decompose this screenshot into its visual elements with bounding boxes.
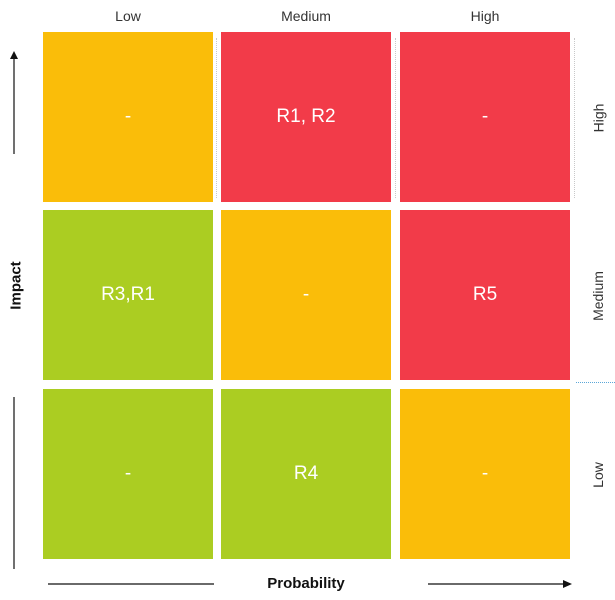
row-header-low-label: Low bbox=[590, 462, 606, 488]
cell-label: - bbox=[124, 106, 132, 127]
cell-low-impact-low-probability: - bbox=[43, 389, 213, 559]
cell-high-impact-high-probability: - bbox=[400, 32, 570, 202]
guide-line bbox=[574, 38, 575, 198]
impact-up-arrow-icon bbox=[10, 51, 18, 154]
row-header-low: Low bbox=[584, 389, 612, 561]
cell-label: R4 bbox=[293, 463, 319, 484]
cell-medium-impact-low-probability: R3,R1 bbox=[43, 210, 213, 380]
cell-label: - bbox=[302, 284, 310, 305]
probability-axis-title: Probability bbox=[267, 575, 345, 592]
row-header-high: High bbox=[584, 32, 612, 204]
row-header-medium: Medium bbox=[584, 210, 612, 382]
column-header-high: High bbox=[470, 8, 500, 24]
cell-high-impact-medium-probability: R1, R2 bbox=[221, 32, 391, 202]
guide-line bbox=[395, 38, 396, 198]
column-header-low: Low bbox=[115, 8, 141, 24]
cell-label: - bbox=[124, 463, 132, 484]
cell-label: - bbox=[481, 463, 489, 484]
column-header-medium: Medium bbox=[281, 8, 331, 24]
guide-line bbox=[216, 38, 217, 198]
cell-medium-impact-high-probability: R5 bbox=[400, 210, 570, 380]
cell-label: - bbox=[481, 106, 489, 127]
impact-axis-title: Impact bbox=[7, 261, 25, 310]
row-header-high-label: High bbox=[590, 103, 607, 133]
cell-label: R5 bbox=[472, 284, 498, 305]
cell-label: R3,R1 bbox=[101, 284, 155, 305]
row-header-medium-label: Medium bbox=[590, 271, 607, 321]
probability-right-arrow-icon bbox=[428, 580, 572, 588]
impact-axis-line bbox=[13, 397, 15, 569]
probability-axis-line bbox=[48, 583, 214, 585]
guide-line bbox=[576, 382, 615, 383]
cell-label: R1, R2 bbox=[276, 106, 336, 127]
cell-high-impact-low-probability: - bbox=[43, 32, 213, 202]
cell-low-impact-medium-probability: R4 bbox=[221, 389, 391, 559]
cell-medium-impact-medium-probability: - bbox=[221, 210, 391, 380]
cell-low-impact-high-probability: - bbox=[400, 389, 570, 559]
